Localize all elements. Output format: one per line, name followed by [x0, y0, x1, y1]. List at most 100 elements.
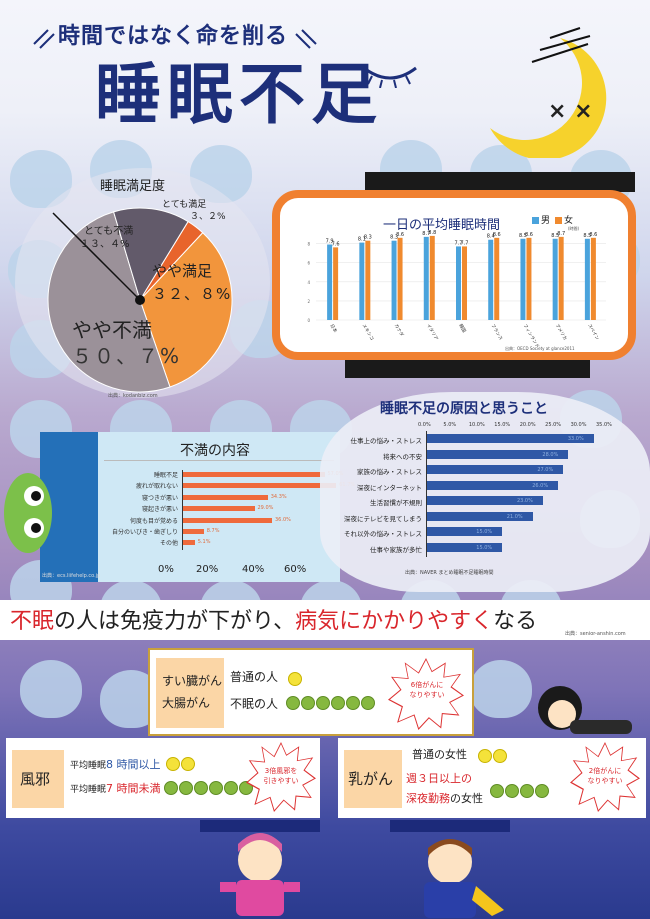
pie-slice-2 [47, 211, 171, 393]
causes-bar [426, 434, 594, 443]
causes-axis-tick: 5.0% [443, 422, 457, 428]
sleep-data-label: 7.7 [461, 240, 469, 246]
dissatisfaction-panel: 不満の内容 睡眠不足57.0%疲れが取れない61.7%寝つきが悪い34.3%寝起… [40, 432, 355, 582]
cancer-type2: 大腸がん [162, 696, 211, 710]
sleep-x-tick: カナダ [393, 323, 406, 339]
headline: 不眠の人は免疫力が下がり、病気にかかりやすくなる [10, 603, 537, 635]
sleep-bar-male-3 [423, 236, 429, 320]
sleep-unit: (時間) [568, 226, 580, 231]
causes-axis-tick: 20.0% [519, 422, 536, 428]
breast-box: 乳がん 普通の女性 週３日以上の 深夜勤務の女性 2倍がんに なりやすい [338, 738, 646, 818]
breast-night-line2: 深夜勤務の女性 [406, 790, 483, 806]
dis-axis-40: 40% [242, 564, 265, 575]
pie-label-very-dissatisfied-value: １３、４% [80, 239, 130, 250]
cancer-type-panel [156, 658, 224, 728]
sleep-data-label: 8.5 [519, 233, 527, 239]
breast-risk: 2倍がんに なりやすい [587, 767, 623, 785]
dis-bar [182, 506, 255, 512]
subtitle-area: 時間ではなく命を削る [30, 16, 320, 52]
sleep-bar-female-5 [494, 237, 500, 320]
breast-night2: 深夜勤務 [406, 792, 450, 805]
causes-bar [426, 480, 559, 490]
causes-value-label: 28.0% [542, 451, 559, 458]
sleep-y-tick: 2 [307, 299, 310, 304]
sleep-chart-frame: 一日の平均睡眠時間 男 女 (時間) 0 2 4 6 8 7.9 7.6 日本 8.1 8.3 メキ… [272, 190, 636, 360]
breast-night3: の女性 [450, 792, 483, 805]
cancer-normal-label: 普通の人 [230, 670, 279, 684]
causes-value-label: 27.0% [537, 467, 554, 473]
causes-bar [426, 542, 503, 552]
sleep-bar-male-8 [584, 238, 590, 320]
causes-axis-tick: 35.0% [596, 422, 612, 428]
sleep-y-tick: 6 [307, 261, 310, 266]
sleep-data-label: 8.3 [390, 235, 398, 241]
dis-bar [182, 529, 204, 534]
sleep-data-label: 8.6 [525, 232, 533, 238]
sleep-y-tick: 8 [307, 242, 310, 247]
breast-bad-faces [490, 780, 550, 799]
legend-female-swatch [555, 217, 562, 224]
headline-part3: 病気にかかりやすく [295, 609, 494, 634]
dis-value-label: 34.3% [270, 493, 287, 500]
tired-girl-icon [200, 820, 320, 916]
breast-normal: 普通の女性 [412, 748, 467, 761]
breast-normal-faces [478, 745, 508, 764]
causes-axis-tick: 25.0% [545, 422, 562, 428]
sleep-chart-title: 一日の平均睡眠時間 [383, 218, 501, 233]
sleep-x-tick: フランス [489, 323, 503, 342]
subtitle-deco-lines [33, 29, 317, 49]
cold-label-panel [12, 750, 64, 808]
pie-label-somewhat-satisfied-value: ３２、８% [152, 285, 232, 303]
sleep-bar-female-2 [397, 237, 403, 320]
dis-value-label: 29.0% [257, 505, 274, 512]
sleep-bar-female-1 [365, 240, 371, 320]
svg-text:× ×: × × [548, 99, 593, 124]
closed-eye-icon [363, 66, 417, 88]
dis-category-label: 睡眠不足 [153, 472, 178, 479]
legend-male-swatch [532, 217, 539, 224]
sleep-data-label: 8.3 [364, 235, 372, 241]
tired-boy-icon [390, 820, 510, 918]
causes-axis-tick: 10.0% [468, 422, 485, 428]
dis-category-label: 疲れが取れない [135, 483, 178, 491]
causes-category-label: 深夜にテレビを見てしまう [344, 514, 422, 523]
sleep-data-label: 7.9 [326, 239, 334, 245]
sleep-bar-male-4 [456, 246, 461, 320]
causes-bar [426, 511, 533, 521]
breast-night1: 週３日以上の [406, 772, 472, 785]
sleep-x-tick: フィンランド [522, 323, 541, 348]
sleep-data-label: 7.6 [332, 241, 340, 247]
sleep-bar-female-0 [333, 247, 339, 320]
sleeping-girl-icon [538, 686, 632, 734]
causes-category-label: 生活習慣が不規則 [370, 499, 422, 507]
causes-axis-tick: 0.0% [418, 422, 431, 428]
cold-box: 風邪 平均睡眠8 時間以上 平均睡眠7 時間未満 3倍風邪を 引きやすい [6, 738, 320, 818]
causes-value-label: 15.0% [476, 529, 493, 535]
headline-part1: 不眠 [10, 609, 55, 634]
cold-good-faces [166, 753, 196, 772]
breast-label: 乳がん [348, 770, 394, 788]
sleep-data-label: 8.6 [589, 232, 597, 238]
sleep-data-label: 8.5 [551, 233, 559, 239]
pie-pointer-line [52, 212, 141, 301]
headline-part4: なる [493, 609, 538, 634]
headline-part2: の人は免疫力が下がり、 [54, 609, 296, 634]
cancer-box: すい臓がん 大腸がん 普通の人 不眠の人 6倍がんに なりやすい [148, 648, 474, 736]
causes-bar [426, 527, 503, 536]
sleep-data-label: 8.1 [358, 237, 366, 243]
sleep-bar-male-0 [327, 244, 333, 320]
dis-bar [182, 472, 325, 477]
sleep-x-tick: メキシコ [361, 323, 375, 342]
sleep-bar-male-2 [391, 240, 397, 320]
sleep-bar-female-8 [590, 237, 596, 320]
sleep-source: 出典：OECD Society at glance2011 [505, 346, 575, 351]
pie-title: 睡眠満足度 [100, 179, 166, 194]
sleep-x-tick: 日本 [328, 323, 339, 335]
pie-source: 出典：kodanbiz.com [108, 393, 158, 399]
sleep-y-tick: 4 [307, 280, 310, 285]
dis-value-label: 36.0% [275, 516, 291, 523]
causes-cloud [320, 392, 650, 592]
sleep-x-tick: アメリカ [554, 323, 568, 341]
pie-slice-1 [139, 232, 233, 388]
moon-icon: × × [490, 27, 607, 158]
